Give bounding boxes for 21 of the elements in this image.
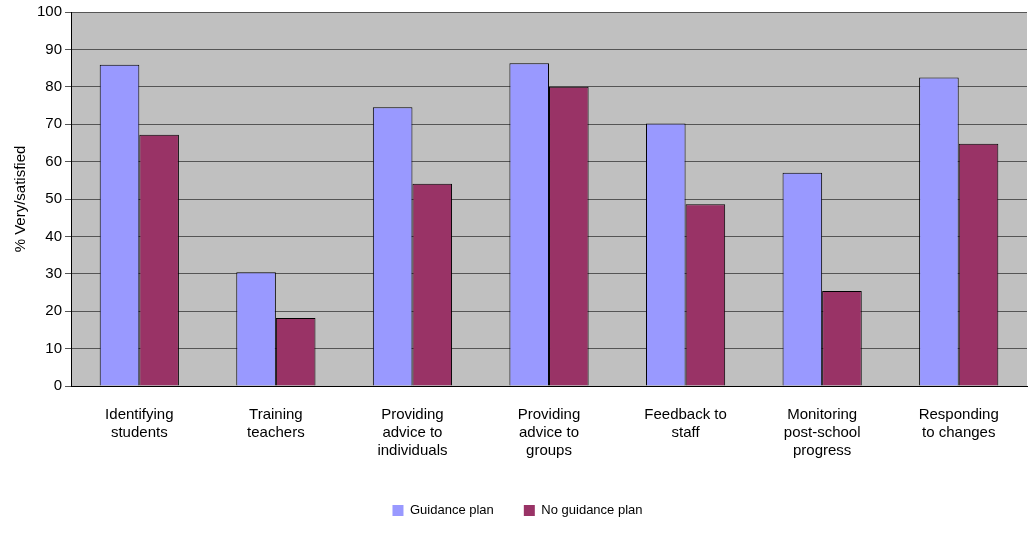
y-tick-label: 60 <box>45 151 63 169</box>
y-tick-label: 0 <box>53 376 63 394</box>
legend-label: No guidance plan <box>541 502 643 518</box>
y-tick-label: 50 <box>45 189 63 207</box>
x-tick-label: Providing advice to individuals <box>377 405 448 459</box>
y-tick-label: 30 <box>45 263 63 281</box>
legend-label: Guidance plan <box>409 502 494 518</box>
x-tick-label: Feedback to staff <box>644 405 727 441</box>
x-tick-label: Training teachers <box>247 405 305 441</box>
x-tick-label: Identifying students <box>105 405 174 441</box>
y-axis-title: % Very/satisfied <box>11 145 29 253</box>
x-tick-label: Monitoring post-school progress <box>783 405 861 459</box>
y-tick-label: 80 <box>45 76 63 94</box>
y-tick-label: 70 <box>45 114 63 132</box>
y-tick-label: 10 <box>45 338 63 356</box>
y-tick-label: 20 <box>45 301 63 319</box>
x-tick-label: Responding to changes <box>918 405 999 441</box>
y-tick-label: 90 <box>45 39 63 57</box>
x-tick-label: Providing advice to groups <box>517 405 581 459</box>
y-tick-label: 100 <box>37 2 63 20</box>
y-tick-label: 40 <box>45 226 63 244</box>
